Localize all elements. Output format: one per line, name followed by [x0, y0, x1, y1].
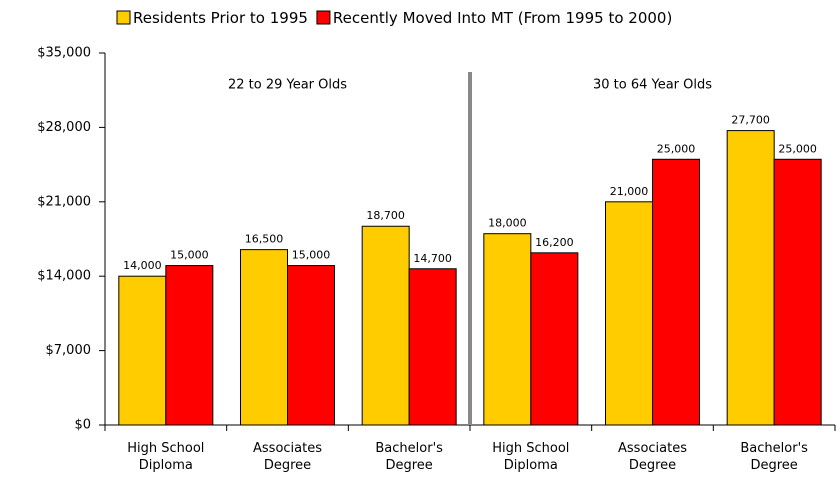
- x-tick-label: High School Diploma: [492, 441, 570, 473]
- value-label: 27,700: [731, 114, 770, 127]
- legend-label: Residents Prior to 1995: [133, 9, 308, 27]
- x-tick-label: Associates Degree: [618, 441, 687, 473]
- y-tick-label: $35,000: [37, 46, 91, 61]
- x-tick-label: Associates Degree: [253, 441, 322, 473]
- group-label: 30 to 64 Year Olds: [593, 78, 712, 93]
- legend-label: Recently Moved Into MT (From 1995 to 200…: [333, 9, 672, 27]
- value-label: 21,000: [610, 185, 649, 198]
- y-tick-label: $14,000: [37, 269, 91, 284]
- value-label: 15,000: [170, 249, 209, 262]
- legend-swatch: [116, 10, 131, 25]
- group-label: 22 to 29 Year Olds: [228, 78, 347, 93]
- bar: [483, 233, 532, 426]
- x-tick-label: High School Diploma: [127, 441, 205, 473]
- bar: [240, 249, 288, 426]
- bar: [165, 265, 214, 426]
- legend-swatch: [316, 10, 331, 25]
- bar: [530, 252, 579, 426]
- value-label: 25,000: [778, 142, 817, 155]
- value-label: 16,500: [245, 233, 284, 246]
- bar: [361, 225, 410, 426]
- bar: [726, 130, 775, 426]
- value-label: 16,200: [535, 236, 574, 249]
- y-tick-label: $28,000: [37, 120, 91, 135]
- value-label: 14,000: [123, 259, 162, 272]
- y-tick-label: $0: [74, 418, 91, 433]
- value-label: 15,000: [292, 249, 331, 262]
- value-label: 18,000: [488, 217, 527, 230]
- value-label: 18,700: [366, 209, 405, 222]
- y-tick-label: $7,000: [46, 343, 92, 358]
- bar: [118, 275, 167, 426]
- bar: [287, 265, 335, 426]
- bar: [408, 268, 457, 426]
- x-tick-label: Bachelor's Degree: [740, 441, 808, 473]
- y-tick-label: $21,000: [37, 194, 91, 209]
- x-tick-label: Bachelor's Degree: [375, 441, 443, 473]
- value-label: 14,700: [413, 252, 452, 265]
- value-label: 25,000: [657, 142, 696, 155]
- bar: [773, 158, 822, 426]
- bar: [605, 201, 653, 426]
- bar: [652, 158, 700, 426]
